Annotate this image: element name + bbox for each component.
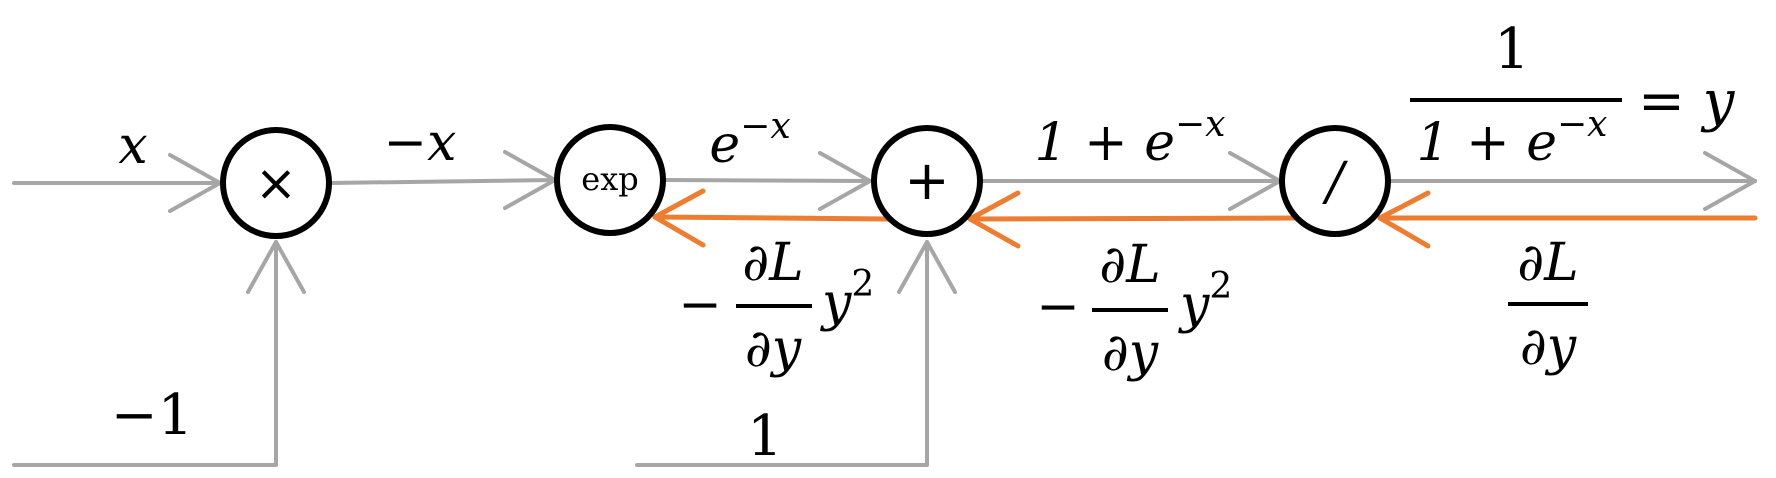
arrowhead-exp bbox=[818, 151, 872, 211]
exp-symbol: exp bbox=[581, 160, 638, 198]
label-const-1: 1 bbox=[747, 404, 783, 469]
grad-div-minus: − bbox=[1036, 277, 1080, 337]
add-symbol: + bbox=[904, 149, 949, 212]
output-equals-y: = y bbox=[1638, 69, 1736, 134]
grad-add-denominator: ∂y bbox=[745, 319, 802, 379]
arrowhead-1 bbox=[897, 240, 957, 294]
edge-neg1-to-multiply bbox=[12, 240, 278, 467]
grad-edge-add-to-exp bbox=[652, 214, 891, 222]
multiply-symbol: × bbox=[255, 154, 297, 212]
grad-div-denominator: ∂y bbox=[1102, 323, 1159, 383]
divide-symbol: / bbox=[1321, 152, 1348, 212]
label-exp-neg-x: e−x bbox=[709, 106, 790, 175]
grad-add-y-squared: y2 bbox=[820, 264, 874, 333]
grad-arrowhead-divide bbox=[1377, 190, 1431, 249]
grad-arrowhead-add bbox=[967, 190, 1021, 249]
edge-multiply-to-exp bbox=[328, 178, 557, 185]
add-node[interactable] bbox=[871, 125, 983, 237]
label-one-plus-exp: 1 + e−x bbox=[1035, 104, 1226, 173]
divide-node[interactable] bbox=[1279, 125, 1391, 237]
grad-add-numerator: ∂L bbox=[742, 233, 803, 293]
edge-exp-to-add bbox=[663, 178, 872, 183]
arrowhead-neg1 bbox=[246, 240, 306, 294]
exp-node[interactable] bbox=[554, 124, 666, 236]
label-neg-x: −x bbox=[384, 113, 457, 173]
grad-div-y-squared: y2 bbox=[1178, 266, 1232, 335]
arrowhead-output bbox=[1703, 151, 1757, 211]
multiply-node[interactable] bbox=[220, 127, 332, 239]
grad-arrowhead-exp bbox=[652, 188, 706, 248]
output-numerator: 1 bbox=[1494, 17, 1530, 82]
grad-out-numerator: ∂L bbox=[1517, 233, 1578, 293]
grad-out-denominator: ∂y bbox=[1520, 317, 1577, 377]
label-const-neg1: −1 bbox=[111, 383, 194, 448]
grad-edge-divide-to-add bbox=[967, 215, 1303, 222]
label-input-x: x bbox=[118, 116, 147, 176]
grad-div-numerator: ∂L bbox=[1099, 235, 1160, 295]
edge-1-to-add bbox=[635, 240, 929, 467]
grad-add-minus: − bbox=[678, 275, 722, 335]
output-denominator: 1 + e−x bbox=[1417, 104, 1608, 173]
